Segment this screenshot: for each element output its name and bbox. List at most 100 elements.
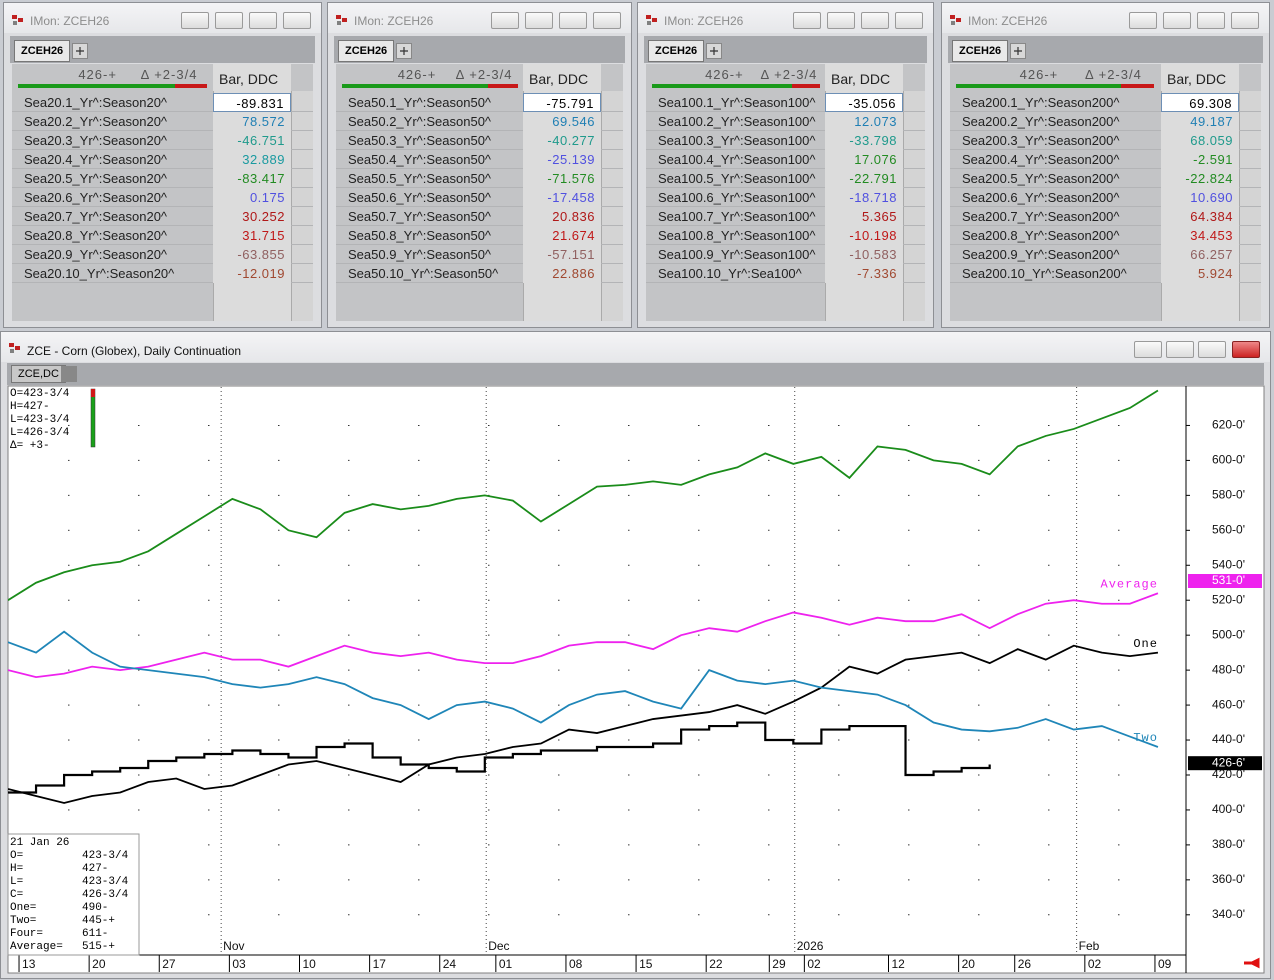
row-value: -7.336 <box>825 264 903 283</box>
add-tab-button[interactable] <box>396 43 412 59</box>
quote-row: Sea50.1_Yr^:Season50^ -75.791 <box>336 93 623 112</box>
row-label: Sea200.2_Yr^:Season200^ <box>962 114 1120 129</box>
row-value: 69.546 <box>523 112 601 131</box>
quote-row: Sea50.5_Yr^:Season50^ -71.576 <box>336 169 623 188</box>
add-tab-button[interactable] <box>1010 43 1026 59</box>
title-bar: ZCE - Corn (Globex), Daily Continuation <box>1 332 1270 362</box>
row-label: Sea200.7_Yr^:Season200^ <box>962 209 1120 224</box>
row-label: Sea100.7_Yr^:Season100^ <box>658 209 816 224</box>
link-button[interactable] <box>181 12 209 29</box>
app-icon <box>12 15 23 25</box>
quote-row: Sea20.3_Yr^:Season20^ -46.751 <box>12 131 313 150</box>
quote-row: Sea20.10_Yr^:Season20^ -12.019 <box>12 264 313 283</box>
icon-part <box>951 21 955 25</box>
row-label: Sea20.2_Yr^:Season20^ <box>24 114 168 129</box>
close-button[interactable] <box>1232 341 1260 358</box>
add-tab-button[interactable] <box>61 366 77 382</box>
row-value: -57.151 <box>523 245 601 264</box>
quote-row: Sea20.5_Yr^:Season20^ -83.417 <box>12 169 313 188</box>
row-value: -83.417 <box>213 169 291 188</box>
app-icon <box>9 343 20 353</box>
quote-row: Sea200.1_Yr^:Season200^ 69.308 <box>950 93 1261 112</box>
minimize-button[interactable] <box>215 12 243 29</box>
row-value: -10.583 <box>825 245 903 264</box>
quote-row: Sea50.9_Yr^:Season50^ -57.151 <box>336 245 623 264</box>
quote-row: Sea50.3_Yr^:Season50^ -40.277 <box>336 131 623 150</box>
quote-grid: 426-+ Δ +2-3/4 Bar, DDC Sea50.1_Yr^:Season5… <box>336 64 623 321</box>
window-title: IMon: ZCEH26 <box>664 14 744 28</box>
change-bar-down <box>487 84 518 88</box>
quote-row: Sea100.7_Yr^:Season100^ 5.365 <box>646 207 925 226</box>
quote-row: Sea100.10_Yr^:Sea100^ -7.336 <box>646 264 925 283</box>
close-button[interactable] <box>895 12 923 29</box>
row-label: Sea50.10_Yr^:Season50^ <box>348 266 499 281</box>
net-change: Δ +2-3/4 <box>760 67 818 82</box>
close-button[interactable] <box>1231 12 1259 29</box>
maximize-button[interactable] <box>861 12 889 29</box>
row-value: 0.175 <box>213 188 291 207</box>
row-label: Sea20.4_Yr^:Season20^ <box>24 152 168 167</box>
row-value: 32.889 <box>213 150 291 169</box>
add-tab-button[interactable] <box>706 43 722 59</box>
quote-row: Sea50.7_Yr^:Season50^ 20.836 <box>336 207 623 226</box>
chart-tab[interactable]: ZCE,DC <box>11 365 66 383</box>
last-price: 426-+ <box>78 67 117 82</box>
monitor-tab[interactable]: ZCEH26 <box>952 40 1009 62</box>
monitor-window: IMon: ZCEH26 ZCEH26 426-+ Δ +2-3/4 Bar, DDC S… <box>637 2 934 328</box>
last-price: 426-+ <box>705 67 744 82</box>
quote-row: Sea100.2_Yr^:Season100^ 12.073 <box>646 112 925 131</box>
minimize-button[interactable] <box>525 12 553 29</box>
quote-row: Sea200.10_Yr^:Season200^ 5.924 <box>950 264 1261 283</box>
title-bar: IMon: ZCEH26 <box>4 3 321 33</box>
row-label: Sea50.5_Yr^:Season50^ <box>348 171 492 186</box>
link-button[interactable] <box>793 12 821 29</box>
row-label: Sea100.4_Yr^:Season100^ <box>658 152 816 167</box>
change-bar-down <box>1120 84 1155 88</box>
row-value: -35.056 <box>825 93 903 112</box>
maximize-button[interactable] <box>249 12 277 29</box>
row-label: Sea200.5_Yr^:Season200^ <box>962 171 1120 186</box>
close-button[interactable] <box>593 12 621 29</box>
monitor-tab[interactable]: ZCEH26 <box>648 40 705 62</box>
minimize-button[interactable] <box>827 12 855 29</box>
add-tab-button[interactable] <box>72 43 88 59</box>
tab-strip: ZCEH26 <box>644 36 927 63</box>
row-value: 17.076 <box>825 150 903 169</box>
close-button[interactable] <box>283 12 311 29</box>
row-value: 49.187 <box>1161 112 1239 131</box>
quote-row: Sea200.3_Yr^:Season200^ 68.059 <box>950 131 1261 150</box>
quote-row: Sea200.8_Yr^:Season200^ 34.453 <box>950 226 1261 245</box>
icon-part <box>12 15 17 19</box>
monitor-window: IMon: ZCEH26 ZCEH26 426-+ Δ +2-3/4 Bar, DDC S… <box>327 2 632 328</box>
icon-part <box>652 18 657 22</box>
icon-part <box>18 18 23 22</box>
row-label: Sea100.9_Yr^:Season100^ <box>658 247 816 262</box>
monitor-tab[interactable]: ZCEH26 <box>14 40 71 62</box>
monitor-tab[interactable]: ZCEH26 <box>338 40 395 62</box>
row-value: -40.277 <box>523 131 601 150</box>
minimize-button[interactable] <box>1166 341 1194 358</box>
row-label: Sea200.6_Yr^:Season200^ <box>962 190 1120 205</box>
icon-part <box>647 21 651 25</box>
row-label: Sea200.10_Yr^:Season200^ <box>962 266 1127 281</box>
tab-strip: ZCE,DC <box>7 363 1264 385</box>
link-button[interactable] <box>491 12 519 29</box>
tab-strip: ZCEH26 <box>334 36 625 63</box>
quote-row: Sea200.5_Yr^:Season200^ -22.824 <box>950 169 1261 188</box>
chart-window: ZCE - Corn (Globex), Daily Continuation … <box>0 331 1271 979</box>
plus-glyph <box>400 47 408 55</box>
column-header: Bar, DDC <box>825 64 903 91</box>
maximize-button[interactable] <box>559 12 587 29</box>
maximize-button[interactable] <box>1198 341 1226 358</box>
quote-row: Sea200.6_Yr^:Season200^ 10.690 <box>950 188 1261 207</box>
row-label: Sea20.7_Yr^:Season20^ <box>24 209 168 224</box>
column-header: Bar, DDC <box>523 64 601 91</box>
change-bar-down <box>791 84 821 88</box>
link-button[interactable] <box>1134 341 1162 358</box>
link-button[interactable] <box>1129 12 1157 29</box>
row-value: -2.591 <box>1161 150 1239 169</box>
quote-row: Sea200.9_Yr^:Season200^ 66.257 <box>950 245 1261 264</box>
minimize-button[interactable] <box>1163 12 1191 29</box>
row-value: -12.019 <box>213 264 291 283</box>
maximize-button[interactable] <box>1197 12 1225 29</box>
